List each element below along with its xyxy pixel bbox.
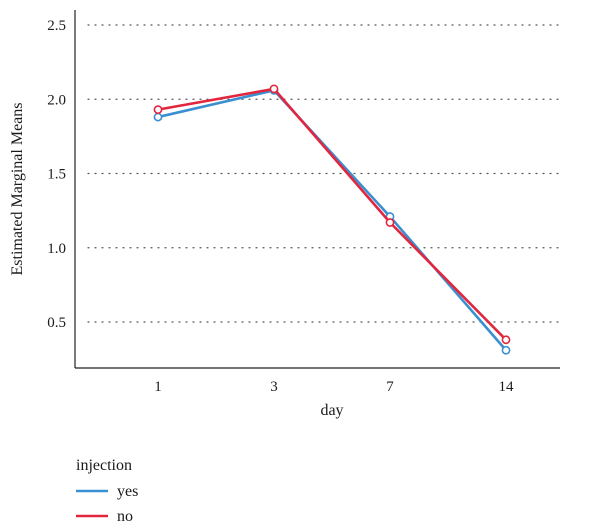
axes	[74, 10, 560, 369]
x-tick-label: 14	[499, 379, 515, 395]
series-no	[153, 84, 511, 345]
legend-title: injection	[76, 457, 132, 474]
series	[153, 84, 511, 355]
x-tick-label: 3	[270, 379, 278, 395]
data-point-no	[385, 218, 395, 227]
data-point-yes	[501, 345, 511, 355]
y-tick-label: 1.5	[47, 167, 66, 183]
x-axis-title: day	[320, 402, 343, 419]
series-yes	[153, 85, 511, 355]
y-tick-label: 0.5	[47, 315, 66, 331]
y-axis-title: Estimated Marginal Means	[9, 103, 26, 276]
grid-lines	[87, 24, 561, 323]
legend-label: yes	[117, 483, 138, 500]
y-tick-label: 1.0	[47, 241, 66, 257]
legend: injection yes no	[76, 457, 138, 525]
series-line-yes	[157, 89, 507, 352]
legend-item-no: no	[76, 508, 133, 525]
legend-label: no	[117, 508, 133, 525]
x-tick-label: 7	[386, 379, 394, 395]
data-point-no	[153, 105, 163, 115]
y-tick-label: 2.0	[47, 92, 66, 108]
x-tick-labels: 1 3 7 14	[154, 379, 514, 395]
data-point-yes	[153, 112, 163, 122]
data-point-no	[269, 84, 279, 94]
series-line-no	[157, 87, 507, 341]
y-tick-label: 2.5	[47, 18, 66, 34]
y-tick-labels: 0.5 1.0 1.5 2.0 2.5	[47, 18, 66, 331]
x-tick-label: 1	[154, 379, 162, 395]
data-point-no	[501, 335, 511, 345]
legend-item-yes: yes	[76, 483, 138, 500]
